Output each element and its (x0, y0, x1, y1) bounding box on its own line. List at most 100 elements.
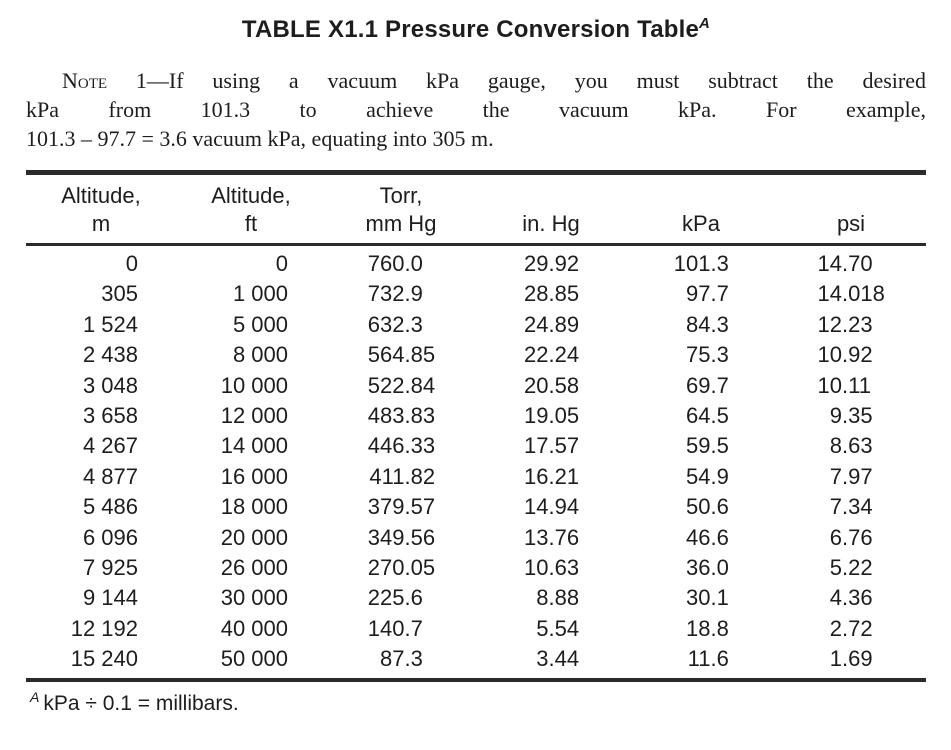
table-cell: 22.24 (524, 342, 580, 368)
table-cell: 59.5 (686, 433, 729, 459)
table-row: 305 1 000 732.9 28.85 97.7 14.018 (26, 279, 926, 309)
table-cell: 12 000 (220, 403, 288, 429)
table-cell: 20.58 (524, 372, 580, 398)
table-cell: 12.23 (817, 311, 873, 337)
table-cell: 3.44 (536, 646, 580, 672)
table-row: 5 486 18 000 379.57 14.94 50.6 7.34 (26, 492, 926, 522)
table-row: 15 240 50 000 87.3 3.44 11.6 1.69 (26, 644, 926, 679)
table-cell: 564.85 (367, 342, 436, 368)
table-cell: 8.88 (536, 585, 580, 611)
table-cell: 379.57 (367, 494, 436, 520)
table-row: 7 925 26 000 270.05 10.63 36.0 5.22 (26, 553, 926, 583)
table-cell: 14.70 (817, 251, 873, 276)
table-row: 1 524 5 000 632.3 24.89 84.3 12.23 (26, 310, 926, 340)
table-cell: 6.76 (829, 524, 873, 550)
table-cell: 10.92 (817, 342, 873, 368)
table-cell: 0 (125, 251, 138, 276)
table-body: 0 0 760.0 29.92 101.3 14.70 305 1 000 732.9 28.85… (26, 245, 926, 680)
note-line-3: 101.3 – 97.7 = 3.6 vacuum kPa, equating … (26, 126, 494, 151)
table-cell: 24.89 (524, 311, 580, 337)
table-cell: 6 096 (82, 524, 138, 550)
table-row: 6 096 20 000 349.56 13.76 46.6 6.76 (26, 523, 926, 553)
table-cell: 732.9 (367, 281, 423, 307)
table-cell: 15 240 (70, 646, 138, 672)
table-cell: 17.57 (524, 433, 580, 459)
table-cell: 1 524 (82, 311, 138, 337)
table-cell: 11.6 (687, 646, 729, 672)
title-footnote-ref: A (699, 15, 711, 32)
table-cell: 28.85 (524, 281, 580, 307)
table-cell: 7.34 (829, 494, 873, 520)
footnote-marker: A (30, 688, 40, 705)
table-cell: 7 925 (82, 555, 138, 581)
table-cell: 36.0 (686, 555, 729, 581)
table-row: 12 192 40 000 140.7 5.54 18.8 2.72 (26, 614, 926, 644)
document-page: TABLE X1.1 Pressure Conversion TableA No… (26, 0, 926, 717)
column-header-altitude-ft: Altitude, ft (176, 172, 326, 246)
table-cell: 5 000 (232, 311, 288, 337)
table-cell: 40 000 (220, 615, 288, 641)
table-cell: 26 000 (220, 555, 288, 581)
column-header-line: m (91, 211, 111, 236)
table-cell: 69.7 (686, 372, 729, 398)
note-line-1: Note 1—If using a vacuum kPa gauge, you … (26, 66, 926, 95)
table-cell: 19.05 (524, 403, 580, 429)
table-cell: 97.7 (686, 281, 729, 307)
table-cell: 446.33 (367, 433, 436, 459)
table-row: 0 0 760.0 29.92 101.3 14.70 (26, 245, 926, 280)
table-cell: 30.1 (686, 585, 729, 611)
table-cell: 7.97 (829, 463, 873, 489)
column-header-line: Altitude, (61, 183, 141, 208)
column-header-in-hg: in. Hg (476, 172, 626, 246)
table-cell: 632.3 (367, 311, 423, 337)
table-cell: 75.3 (686, 342, 729, 368)
table-cell: 16.21 (524, 463, 580, 489)
table-row: 2 438 8 000 564.85 22.24 75.3 10.92 (26, 340, 926, 370)
table-cell: 522.84 (367, 372, 436, 398)
pressure-conversion-table: Altitude, m Altitude, ft Torr, mm Hg in. Hg kPa… (26, 170, 926, 682)
table-cell: 2.72 (829, 615, 873, 641)
column-header-line: ft (244, 211, 258, 236)
column-header-line: in. Hg (522, 211, 580, 236)
table-cell: 3 658 (82, 403, 138, 429)
table-cell: 54.9 (686, 463, 729, 489)
table-cell: 18.8 (686, 615, 729, 641)
table-cell: 46.6 (686, 524, 729, 550)
table-cell: 760.0 (367, 251, 423, 276)
table-cell: 3 048 (82, 372, 138, 398)
table-cell: 1 000 (232, 281, 288, 307)
table-cell: 483.83 (367, 403, 436, 429)
table-cell: 5.22 (829, 555, 873, 581)
column-header-line: Altitude, (211, 183, 291, 208)
column-header-line: Torr, (379, 183, 423, 208)
table-row: 3 048 10 000 522.84 20.58 69.7 10.11 (26, 371, 926, 401)
table-row: 4 877 16 000 411.82 16.21 54.9 7.97 (26, 462, 926, 492)
table-cell: 4 877 (82, 463, 138, 489)
note-line-2: kPa from 101.3 to achieve the vacuum kPa… (26, 97, 926, 122)
table-cell: 50 000 (220, 646, 288, 672)
table-cell: 9.35 (829, 403, 873, 429)
table-cell: 5.54 (536, 615, 580, 641)
table-cell: 4.36 (829, 585, 873, 611)
table-cell: 12 192 (70, 615, 138, 641)
table-header-row: Altitude, m Altitude, ft Torr, mm Hg in. Hg kPa… (26, 172, 926, 246)
table-cell: 87.3 (380, 646, 423, 672)
column-header-line: mm Hg (365, 211, 437, 236)
table-cell: 30 000 (220, 585, 288, 611)
table-cell: 8.63 (829, 433, 873, 459)
table-cell: 140.7 (367, 615, 423, 641)
table-cell: 101.3 (673, 251, 729, 276)
table-cell: 5 486 (82, 494, 138, 520)
column-header-line: psi (836, 211, 866, 236)
note-paragraph: Note 1—If using a vacuum kPa gauge, you … (26, 66, 926, 153)
table-cell: 8 000 (232, 342, 288, 368)
table-cell: 18 000 (220, 494, 288, 520)
table-cell: 4 267 (82, 433, 138, 459)
table-header: Altitude, m Altitude, ft Torr, mm Hg in. Hg kPa… (26, 172, 926, 246)
table-cell: 16 000 (220, 463, 288, 489)
table-cell: 411.82 (369, 463, 436, 489)
table-cell: 20 000 (220, 524, 288, 550)
column-header-psi: psi (776, 172, 926, 246)
table-cell: 14.94 (524, 494, 580, 520)
